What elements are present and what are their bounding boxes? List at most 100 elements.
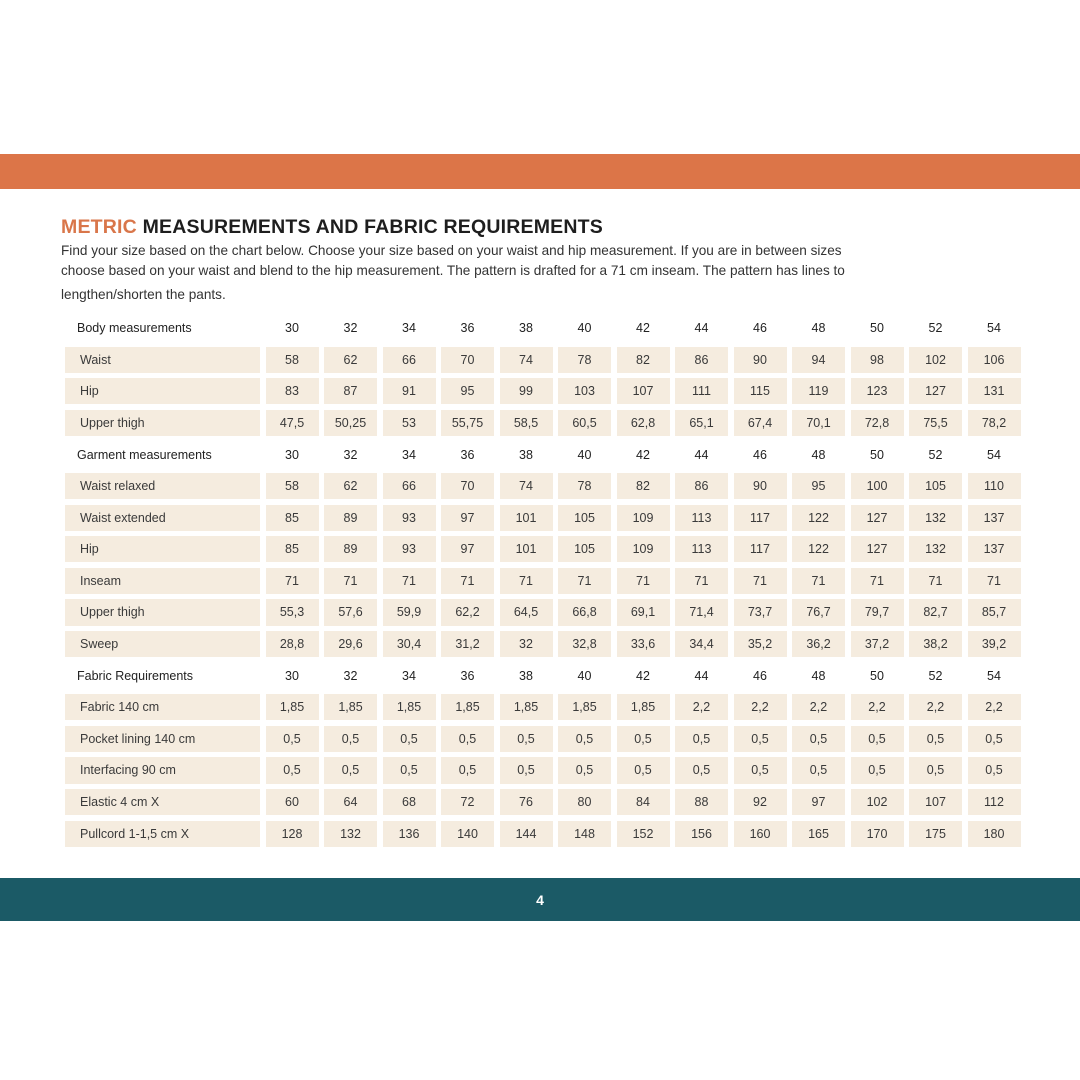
value-cell: 90 (733, 472, 787, 500)
value-cell: 0,5 (792, 725, 845, 753)
size-header-cell: 54 (987, 321, 1001, 336)
value-cell: 58 (265, 346, 319, 373)
size-header-cell: 44 (694, 321, 709, 336)
value-cell: 65,1 (675, 409, 728, 437)
value-cell: 93 (382, 504, 436, 531)
value-cell: 70 (441, 346, 494, 373)
value-cell: 2,2 (909, 694, 962, 721)
value-cell: 1,85 (265, 694, 319, 721)
section-header-label: Fabric Requirements (77, 668, 194, 683)
title-rest: MEASUREMENTS AND FABRIC REQUIREMENTS (136, 216, 603, 238)
size-header-cell: 48 (811, 321, 826, 336)
size-header-cell: 38 (519, 321, 533, 336)
top-accent-band (0, 154, 1080, 189)
size-header-cell: 52 (928, 447, 943, 462)
size-header-cell: 50 (870, 447, 884, 462)
value-cell: 0,5 (441, 725, 494, 753)
value-cell: 33,6 (616, 630, 670, 658)
value-cell: 71 (324, 567, 377, 595)
value-cell: 0,5 (499, 757, 553, 784)
value-cell: 34,4 (675, 630, 728, 658)
value-cell: 115 (733, 378, 787, 405)
size-header-cell: 46 (753, 668, 767, 683)
value-cell: 107 (616, 378, 670, 405)
value-cell: 64 (324, 788, 377, 816)
value-cell: 105 (909, 472, 962, 500)
value-cell: 122 (792, 504, 845, 531)
row-label: Hip (65, 536, 260, 563)
row-label: Waist extended (65, 504, 260, 531)
value-cell: 156 (675, 820, 728, 847)
value-cell: 76 (499, 788, 553, 816)
value-cell: 66,8 (558, 599, 611, 626)
intro-line: lengthen/shorten the pants. (61, 287, 226, 302)
value-cell: 110 (967, 472, 1021, 500)
value-cell: 35,2 (733, 630, 787, 658)
value-cell: 1,85 (441, 694, 494, 721)
value-cell: 53 (382, 409, 436, 437)
size-header-cell: 38 (519, 668, 533, 683)
intro-line: Find your size based on the chart below.… (61, 243, 842, 258)
size-header-cell: 38 (519, 447, 533, 462)
section-header-label: Garment measurements (77, 447, 212, 462)
value-cell: 74 (499, 346, 553, 373)
value-cell: 0,5 (909, 725, 962, 753)
size-header-cell: 46 (753, 321, 767, 336)
value-cell: 90 (733, 346, 787, 373)
size-header-cell: 52 (928, 321, 943, 336)
value-cell: 132 (909, 504, 962, 531)
value-cell: 0,5 (558, 757, 611, 784)
value-cell: 62,2 (441, 599, 494, 626)
value-cell: 83 (265, 378, 319, 405)
size-header-cell: 32 (343, 447, 358, 462)
value-cell: 117 (733, 536, 787, 563)
value-cell: 152 (616, 820, 670, 847)
value-cell: 0,5 (499, 725, 553, 753)
value-cell: 0,5 (675, 725, 728, 753)
value-cell: 0,5 (733, 757, 787, 784)
size-header-cell: 50 (870, 321, 884, 336)
size-header-cell: 42 (636, 447, 650, 462)
value-cell: 89 (324, 536, 377, 563)
value-cell: 113 (675, 536, 728, 563)
value-cell: 29,6 (324, 630, 377, 658)
value-cell: 60 (265, 788, 319, 816)
value-cell: 0,5 (850, 725, 904, 753)
value-cell: 0,5 (265, 725, 319, 753)
value-cell: 99 (499, 378, 553, 405)
value-cell: 103 (558, 378, 611, 405)
value-cell: 1,85 (382, 694, 436, 721)
value-cell: 91 (382, 378, 436, 405)
value-cell: 62 (324, 346, 377, 373)
row-label: Upper thigh (65, 409, 260, 437)
value-cell: 58 (265, 472, 319, 500)
value-cell: 160 (733, 820, 787, 847)
size-header-cell: 36 (460, 668, 475, 683)
value-cell: 144 (499, 820, 553, 847)
value-cell: 68 (382, 788, 436, 816)
section-header-label: Body measurements (77, 321, 192, 336)
value-cell: 101 (499, 536, 553, 563)
value-cell: 122 (792, 536, 845, 563)
value-cell: 117 (733, 504, 787, 531)
row-label: Upper thigh (65, 599, 260, 626)
value-cell: 66 (382, 346, 436, 373)
size-header-cell: 48 (811, 447, 826, 462)
value-cell: 84 (616, 788, 670, 816)
value-cell: 78,2 (967, 409, 1021, 437)
size-header-cell: 44 (694, 668, 709, 683)
value-cell: 78 (558, 346, 611, 373)
value-cell: 32,8 (558, 630, 611, 658)
value-cell: 2,2 (675, 694, 728, 721)
value-cell: 1,85 (616, 694, 670, 721)
value-cell: 86 (675, 472, 728, 500)
value-cell: 71 (616, 567, 670, 595)
size-header-cell: 34 (402, 668, 416, 683)
value-cell: 0,5 (733, 725, 787, 753)
size-header-cell: 40 (577, 668, 592, 683)
value-cell: 75,5 (909, 409, 962, 437)
size-header-cell: 32 (343, 668, 358, 683)
size-header-cell: 40 (577, 447, 592, 462)
value-cell: 76,7 (792, 599, 845, 626)
value-cell: 97 (441, 504, 494, 531)
